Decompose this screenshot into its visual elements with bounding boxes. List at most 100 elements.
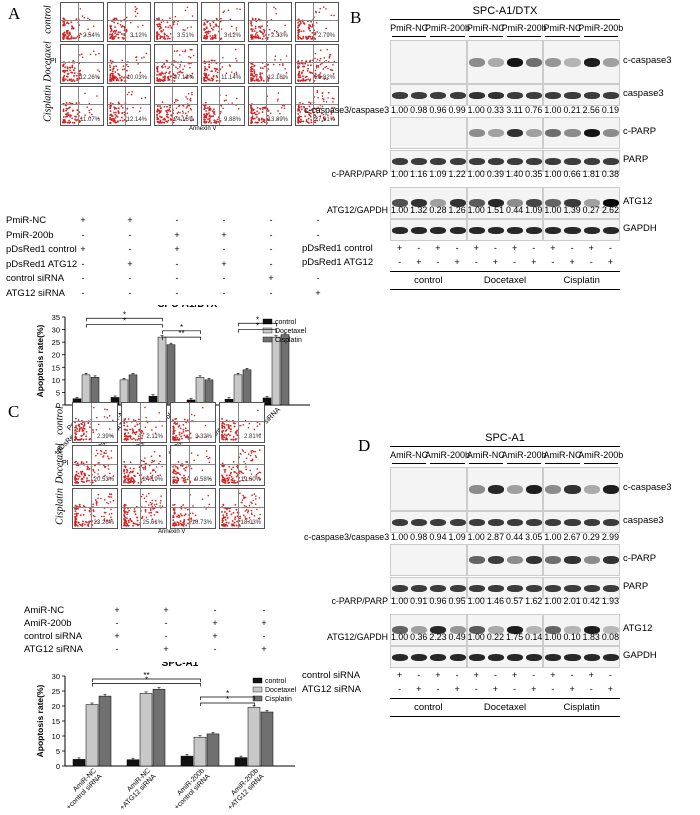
dot — [103, 498, 106, 501]
protein-band — [411, 584, 428, 592]
dot — [172, 516, 175, 518]
blot-strip — [390, 511, 467, 533]
dot — [129, 481, 132, 484]
dot — [260, 31, 263, 34]
dot — [104, 511, 106, 514]
treatment-label: AmiR-200b — [24, 618, 72, 629]
dot — [319, 115, 322, 117]
dot — [185, 430, 187, 432]
dot — [167, 37, 169, 40]
dot — [204, 104, 207, 107]
dot — [74, 516, 77, 518]
dot — [251, 494, 253, 496]
dot — [156, 23, 159, 26]
dot — [192, 505, 194, 507]
dot — [259, 67, 262, 69]
dot — [87, 28, 89, 31]
dot — [236, 60, 238, 62]
dot — [111, 70, 114, 73]
flow-plot: 19.60% — [219, 445, 265, 486]
dot — [327, 114, 329, 116]
dot — [110, 493, 112, 495]
dot — [251, 17, 254, 20]
dot — [117, 73, 120, 75]
dot — [126, 524, 129, 527]
dot — [108, 457, 110, 460]
treatment-label: ATG12 siRNA — [302, 684, 361, 695]
dot — [136, 519, 139, 522]
dot — [221, 510, 223, 513]
legend-swatch — [262, 318, 273, 325]
protein-band — [545, 626, 562, 634]
apoptosis-percentage: 20.53% — [93, 477, 114, 483]
dot — [177, 472, 180, 474]
dot — [150, 455, 153, 458]
dot — [242, 472, 244, 474]
treatment-sign: - — [436, 684, 440, 694]
blot-strip — [543, 84, 620, 106]
dot — [304, 62, 307, 65]
dot — [211, 79, 214, 82]
dot — [215, 79, 218, 82]
dot — [185, 107, 188, 109]
dot — [96, 416, 98, 419]
dot — [121, 59, 124, 62]
dot — [125, 481, 127, 484]
dot — [176, 99, 179, 102]
dot — [300, 79, 303, 82]
dot — [250, 104, 252, 107]
dot — [221, 433, 223, 436]
bar-docetaxel — [247, 706, 261, 767]
treatment-sign: + — [416, 684, 422, 694]
ratio-value: 0.29 — [582, 532, 600, 542]
dot — [73, 75, 75, 77]
flow-plot: 25.61% — [121, 488, 167, 529]
dot — [298, 115, 301, 118]
dot — [189, 98, 191, 101]
dot — [183, 514, 186, 517]
dot — [109, 107, 112, 109]
dot — [145, 500, 147, 503]
dot — [80, 117, 82, 120]
protein-band — [411, 91, 428, 99]
dot — [209, 109, 212, 111]
dot — [209, 35, 212, 37]
dot — [82, 476, 85, 478]
dot — [82, 421, 84, 424]
protein-band — [430, 91, 447, 99]
dot — [230, 438, 233, 441]
dot — [82, 438, 85, 441]
dot — [83, 472, 86, 475]
quadrant-line — [188, 403, 190, 442]
dot — [106, 408, 108, 411]
dot — [259, 37, 261, 40]
dot — [157, 25, 160, 28]
flow-plot: 2.39% — [72, 402, 118, 443]
dot — [261, 25, 263, 28]
dot — [71, 117, 74, 120]
protein-band — [602, 157, 619, 165]
dot — [129, 461, 132, 464]
dot — [210, 115, 213, 118]
quadrant-line — [77, 45, 79, 83]
dot — [74, 523, 77, 525]
dot — [262, 32, 265, 35]
dot — [89, 116, 91, 118]
dot — [159, 23, 162, 26]
dot — [80, 426, 83, 429]
dot — [71, 121, 74, 124]
blot-strip — [390, 84, 467, 106]
dot — [128, 521, 130, 524]
dot — [239, 480, 241, 482]
group-divider — [390, 271, 620, 272]
dot — [156, 32, 159, 35]
dot — [115, 115, 118, 117]
dot — [257, 409, 259, 412]
dot — [163, 78, 166, 80]
dot — [261, 67, 264, 69]
dot — [142, 468, 145, 470]
protein-band — [411, 653, 428, 661]
dot — [223, 477, 226, 480]
dot — [299, 74, 301, 77]
dot — [184, 469, 187, 472]
